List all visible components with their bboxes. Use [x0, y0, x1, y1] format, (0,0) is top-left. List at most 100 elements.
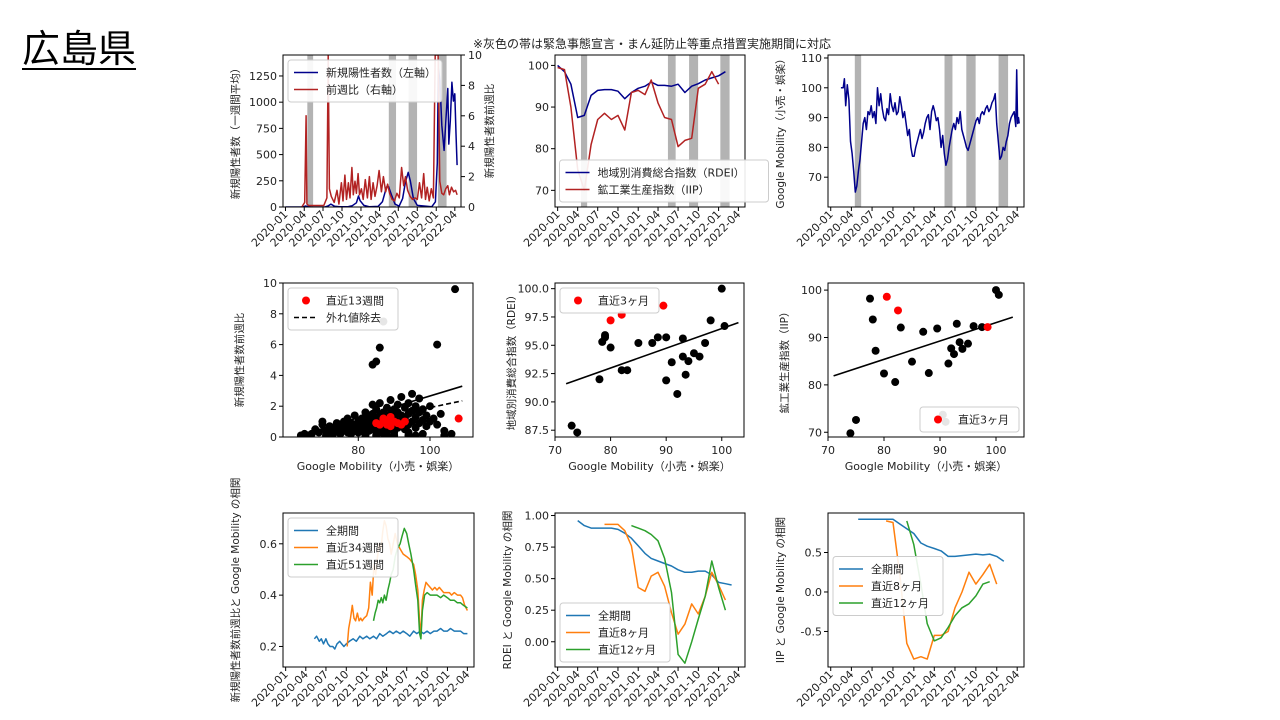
scatter-point: [933, 324, 942, 333]
plot-area: [285, 55, 458, 207]
legend-box: [832, 556, 944, 616]
scatter-point: [318, 417, 327, 426]
y-axis-label-right: 新規陽性者数前週比: [483, 84, 496, 179]
y-axis-label: 新規陽性者数前週比と Google Mobility の相関: [229, 478, 242, 703]
axes-frame: [282, 512, 475, 668]
legend-label: 直近8ヶ月: [598, 626, 649, 640]
legend-label: 全期間: [326, 524, 359, 538]
y-axis-label: 鉱工業生産指数（IIP）: [778, 306, 791, 413]
y-axis-label: 新規陽性者数前週比: [233, 313, 246, 408]
axes-frame: [827, 282, 1025, 438]
scatter-point: [978, 323, 986, 332]
series-line: [840, 69, 1020, 193]
legend-label: 全期間: [598, 609, 631, 623]
y-tick-label: 100.0: [518, 283, 550, 296]
scatter-point: [871, 346, 880, 355]
scatter-point: [924, 369, 933, 378]
scatter-point: [964, 339, 972, 348]
legend-marker: [574, 296, 582, 305]
scatter-point-recent: [983, 323, 992, 332]
scatter-point: [451, 285, 460, 294]
scatter-point: [955, 338, 964, 347]
y-tick-label: 0.5: [805, 546, 823, 559]
y-tick-label: 80: [535, 143, 549, 156]
x-tick-label: 90: [659, 444, 673, 457]
y-tick-label: 4: [270, 369, 277, 382]
y-tick-label: 0.00: [525, 636, 550, 649]
scatter-point: [944, 359, 953, 368]
scatter-point: [350, 411, 359, 420]
legend-label: 新規陽性者数（左軸）: [326, 66, 436, 80]
legend-label: 直近13週間: [326, 294, 384, 308]
scatter-point: [573, 428, 582, 437]
y-right-tick-label: 4: [468, 140, 475, 153]
y-tick-label: 1250: [249, 70, 277, 83]
scatter-point: [994, 290, 1003, 299]
x-tick-label: 80: [604, 444, 618, 457]
scatter-point: [397, 392, 406, 401]
y-tick-label: 90.0: [525, 396, 550, 409]
y-tick-label: 0.4: [260, 589, 278, 602]
y-tick-label: 110: [801, 52, 822, 65]
y-axis-label: Google Mobility（小売・娯楽）: [774, 53, 787, 208]
axes-frame: [282, 282, 474, 438]
scatter-point: [601, 331, 610, 340]
scatter-point: [372, 431, 381, 437]
y-tick-label: 0.0: [805, 586, 823, 599]
scatter-point: [411, 431, 420, 437]
scatter-point: [969, 322, 978, 331]
scatter-point: [880, 369, 888, 378]
y-tick-label: 90: [808, 331, 822, 344]
scatter-point: [896, 323, 905, 332]
y-tick-label: 0.75: [525, 541, 550, 554]
scatter-point: [617, 366, 626, 375]
scatter-point: [606, 343, 615, 352]
scatter-point: [950, 350, 958, 359]
shaded-band: [720, 55, 730, 207]
legend-marker: [302, 296, 310, 305]
scatter-point: [411, 402, 420, 411]
scatter-point: [908, 357, 916, 366]
y-tick-label: 0.6: [260, 538, 278, 551]
scatter-point: [418, 429, 427, 437]
scatter-point: [433, 340, 442, 349]
panels: 02505007501000125002468102020-012020-042…: [229, 49, 1025, 710]
scatter-point: [390, 431, 399, 437]
y-axis-label: IIP と Google Mobility の相関: [774, 517, 787, 663]
scatter-point-recent: [379, 414, 388, 423]
scatter-point: [440, 431, 449, 437]
scatter-point: [852, 415, 860, 424]
y-right-tick-label: 2: [468, 171, 475, 184]
scatter-point-recent: [659, 301, 668, 310]
series-line: [285, 67, 458, 207]
axes-frame: [282, 54, 462, 208]
legend-label: 鉱工業生産指数（IIP）: [598, 183, 710, 197]
axes-frame: [554, 282, 745, 438]
scatter-point: [701, 339, 710, 348]
scatter-point: [706, 316, 715, 325]
shaded-band: [408, 55, 418, 207]
shaded-band: [854, 55, 862, 207]
legend-box: [919, 406, 1020, 433]
x-tick-label: 100: [419, 444, 440, 457]
axes-frame: [827, 512, 1025, 668]
legend-box: [287, 287, 399, 331]
series-line: [631, 524, 727, 664]
x-tick-label: 80: [351, 444, 365, 457]
scatter-point: [634, 339, 643, 348]
scatter-point: [673, 389, 682, 398]
y-tick-label: 1.00: [525, 510, 550, 523]
scatter-point: [393, 400, 402, 409]
scatter-point: [868, 315, 877, 324]
scatter-point: [695, 352, 704, 361]
y-tick-label: 10: [263, 277, 277, 290]
scatter-point: [415, 394, 424, 403]
scatter-point-recent: [894, 306, 902, 315]
legend-marker: [934, 415, 942, 424]
scatter-point: [422, 411, 431, 420]
legend-label: 全期間: [871, 562, 904, 576]
y-tick-label: 92.5: [525, 368, 550, 381]
